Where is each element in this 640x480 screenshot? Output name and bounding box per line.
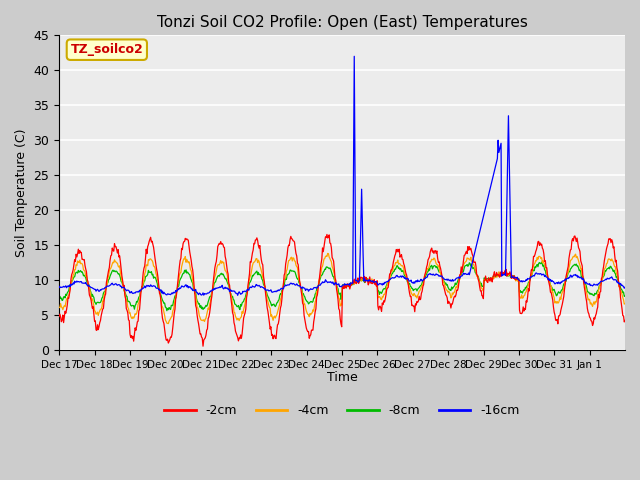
Legend: -2cm, -4cm, -8cm, -16cm: -2cm, -4cm, -8cm, -16cm bbox=[159, 399, 525, 422]
Text: TZ_soilco2: TZ_soilco2 bbox=[70, 43, 143, 56]
Title: Tonzi Soil CO2 Profile: Open (East) Temperatures: Tonzi Soil CO2 Profile: Open (East) Temp… bbox=[157, 15, 527, 30]
Y-axis label: Soil Temperature (C): Soil Temperature (C) bbox=[15, 129, 28, 257]
X-axis label: Time: Time bbox=[326, 371, 358, 384]
